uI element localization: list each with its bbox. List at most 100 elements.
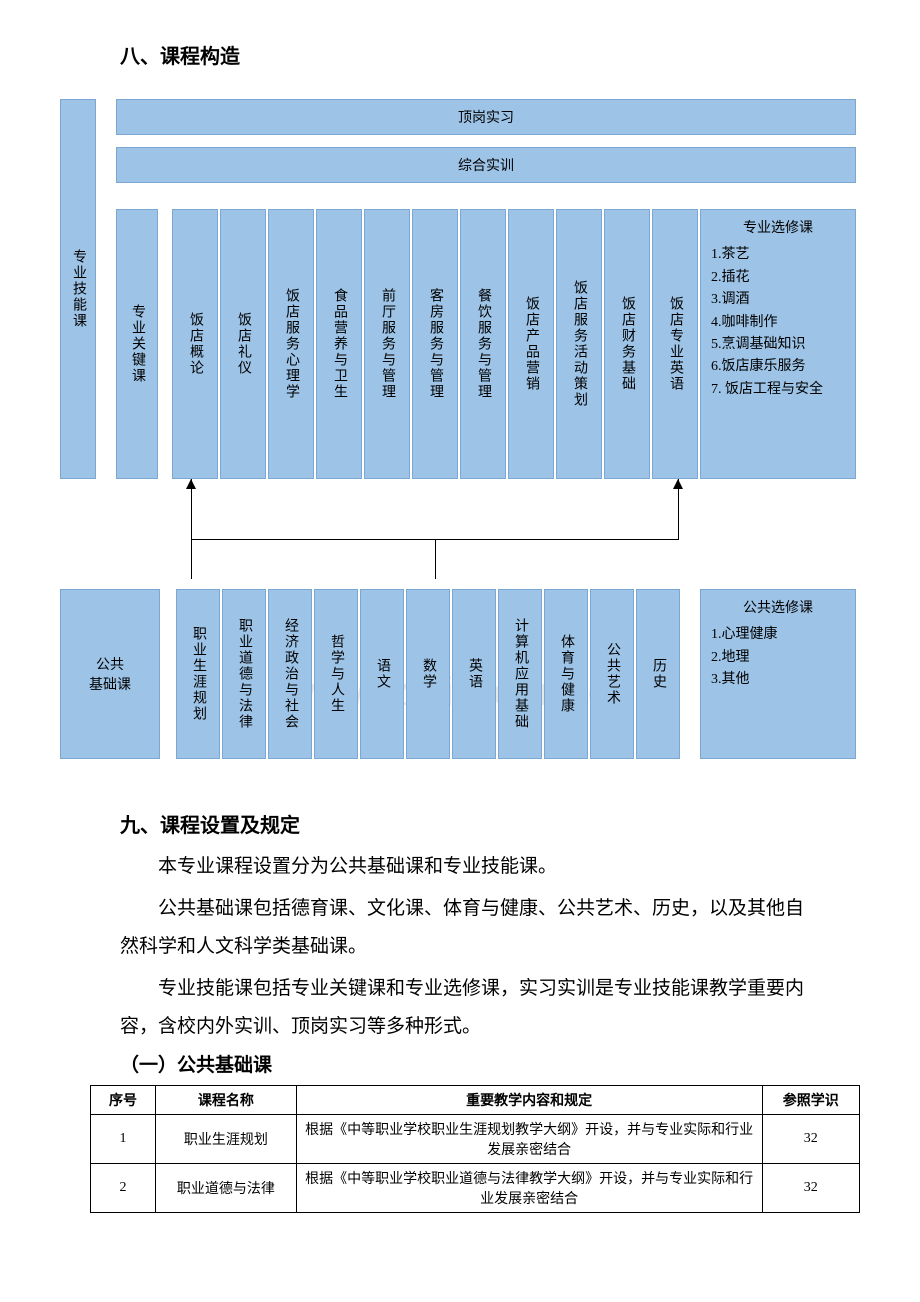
table-body: 1职业生涯规划根据《中等职业学校职业生涯规划教学大纲》开设，并与专业实际和行业发… [91, 1115, 860, 1213]
th-desc: 重要教学内容和规定 [296, 1086, 762, 1115]
skill-elective-title: 专业选修课 [711, 218, 845, 240]
public-course-box: 英语 [452, 589, 496, 759]
skill-elective-item: 5.烹调基础知识 [711, 334, 845, 356]
core-course-box: 餐饮服务与管理 [460, 209, 506, 479]
arrow-left-head [186, 479, 196, 489]
public-course-box: 职业道德与法律 [222, 589, 266, 759]
public-course-text: 公共艺术 [602, 642, 622, 706]
table-header-row: 序号 课程名称 重要教学内容和规定 参照学识 [91, 1086, 860, 1115]
th-hours: 参照学识 [762, 1086, 860, 1115]
training-text: 综合实训 [458, 155, 514, 175]
paragraph: 公共基础课包括德育课、文化课、体育与健康、公共艺术、历史，以及其他自然科学和人文… [120, 890, 820, 966]
public-elective-item: 2.地理 [711, 647, 845, 669]
section-8-title: 八、课程构造 [120, 40, 860, 69]
core-course-text: 餐饮服务与管理 [473, 288, 493, 400]
core-course-text: 前厅服务与管理 [377, 288, 397, 400]
public-elective-title: 公共选修课 [711, 598, 845, 620]
public-course-box: 历史 [636, 589, 680, 759]
core-course-text: 饭店产品营销 [521, 296, 541, 392]
core-course-text: 饭店专业英语 [665, 296, 685, 392]
core-course-text: 食品营养与卫生 [329, 288, 349, 400]
public-course-text: 计算机应用基础 [510, 618, 530, 730]
table-row: 1职业生涯规划根据《中等职业学校职业生涯规划教学大纲》开设，并与专业实际和行业发… [91, 1115, 860, 1164]
public-course-text: 英语 [464, 658, 484, 690]
public-elective-box: 公共选修课 1.心理健康2.地理3.其他 [700, 589, 856, 759]
public-course-text: 经济政治与社会 [280, 618, 300, 730]
section-9-title: 九、课程设置及规定 [120, 809, 860, 838]
internship-text: 顶岗实习 [458, 107, 514, 127]
core-course-text: 客房服务与管理 [425, 288, 445, 400]
arrow-right-head [673, 479, 683, 489]
core-course-box: 饭店礼仪 [220, 209, 266, 479]
table-cell: 根据《中等职业学校职业道德与法律教学大纲》开设，并与专业实际和行业发展亲密结合 [296, 1164, 762, 1213]
table-cell: 32 [762, 1115, 860, 1164]
core-course-text: 饭店服务活动策划 [569, 280, 589, 408]
table-cell: 职业生涯规划 [155, 1115, 296, 1164]
skill-elective-item: 1.茶艺 [711, 244, 845, 266]
table-cell: 职业道德与法律 [155, 1164, 296, 1213]
public-elective-item: 1.心理健康 [711, 624, 845, 646]
table-cell: 1 [91, 1115, 156, 1164]
skill-elective-box: 专业选修课 1.茶艺2.插花3.调酒4.咖啡制作5.烹调基础知识6.饭店康乐服务… [700, 209, 856, 479]
paragraph: 专业技能课包括专业关键课和专业选修课，实习实训是专业技能课教学重要内容，含校内外… [120, 970, 820, 1046]
core-course-label: 专业关键课 [116, 209, 158, 479]
course-table: 序号 课程名称 重要教学内容和规定 参照学识 1职业生涯规划根据《中等职业学校职… [90, 1085, 860, 1213]
public-label-line1: 公共 [96, 654, 124, 674]
core-course-box: 饭店财务基础 [604, 209, 650, 479]
core-course-text: 饭店财务基础 [617, 296, 637, 392]
training-box: 综合实训 [116, 147, 856, 183]
skill-elective-item: 3.调酒 [711, 289, 845, 311]
th-num: 序号 [91, 1086, 156, 1115]
core-course-box: 饭店概论 [172, 209, 218, 479]
skill-elective-item: 2.插花 [711, 267, 845, 289]
core-course-box: 饭店专业英语 [652, 209, 698, 479]
public-course-box: 哲学与人生 [314, 589, 358, 759]
public-course-label: 公共 基础课 [60, 589, 160, 759]
public-elective-item: 3.其他 [711, 669, 845, 691]
table-cell: 32 [762, 1164, 860, 1213]
public-course-box: 计算机应用基础 [498, 589, 542, 759]
public-course-box: 经济政治与社会 [268, 589, 312, 759]
course-structure-diagram: 专业技能课 顶岗实习 综合实训 专业关键课 饭店概论 饭店礼仪 饭店服务心理学 食品营… [60, 99, 860, 779]
core-course-box: 客房服务与管理 [412, 209, 458, 479]
skill-elective-item: 4.咖啡制作 [711, 312, 845, 334]
public-course-box: 语文 [360, 589, 404, 759]
arrow-center-v [435, 539, 436, 579]
public-course-box: 数学 [406, 589, 450, 759]
core-course-box: 饭店产品营销 [508, 209, 554, 479]
core-course-box: 前厅服务与管理 [364, 209, 410, 479]
public-course-text: 哲学与人生 [326, 634, 346, 714]
public-label-line2: 基础课 [89, 674, 131, 694]
arrow-left-v [191, 479, 192, 579]
paragraphs-container: 本专业课程设置分为公共基础课和专业技能课。公共基础课包括德育课、文化课、体育与健… [60, 848, 860, 1046]
internship-box: 顶岗实习 [116, 99, 856, 135]
table-row: 2职业道德与法律根据《中等职业学校职业道德与法律教学大纲》开设，并与专业实际和行… [91, 1164, 860, 1213]
public-course-box: 职业生涯规划 [176, 589, 220, 759]
public-course-text: 数学 [418, 658, 438, 690]
subsection-title: （一）公共基础课 [120, 1050, 860, 1077]
skill-elective-item: 7. 饭店工程与安全 [711, 379, 845, 401]
core-course-text: 饭店服务心理学 [281, 288, 301, 400]
core-course-box: 食品营养与卫生 [316, 209, 362, 479]
core-course-text: 饭店礼仪 [233, 312, 253, 376]
paragraph: 本专业课程设置分为公共基础课和专业技能课。 [120, 848, 820, 886]
th-name: 课程名称 [155, 1086, 296, 1115]
table-cell: 根据《中等职业学校职业生涯规划教学大纲》开设，并与专业实际和行业发展亲密结合 [296, 1115, 762, 1164]
public-course-box: 体育与健康 [544, 589, 588, 759]
public-elective-list: 1.心理健康2.地理3.其他 [711, 624, 845, 691]
core-course-box: 饭店服务心理学 [268, 209, 314, 479]
core-course-box: 饭店服务活动策划 [556, 209, 602, 479]
public-course-text: 历史 [648, 658, 668, 690]
public-course-text: 职业生涯规划 [188, 626, 208, 722]
core-course-text: 饭店概论 [185, 312, 205, 376]
skill-label-text: 专业技能课 [68, 249, 88, 329]
skill-course-label: 专业技能课 [60, 99, 96, 479]
core-label-text: 专业关键课 [127, 304, 147, 384]
public-course-text: 体育与健康 [556, 634, 576, 714]
public-course-text: 职业道德与法律 [234, 618, 254, 730]
table-cell: 2 [91, 1164, 156, 1213]
skill-elective-item: 6.饭店康乐服务 [711, 356, 845, 378]
skill-elective-list: 1.茶艺2.插花3.调酒4.咖啡制作5.烹调基础知识6.饭店康乐服务7. 饭店工… [711, 244, 845, 401]
public-course-text: 语文 [372, 658, 392, 690]
public-course-box: 公共艺术 [590, 589, 634, 759]
